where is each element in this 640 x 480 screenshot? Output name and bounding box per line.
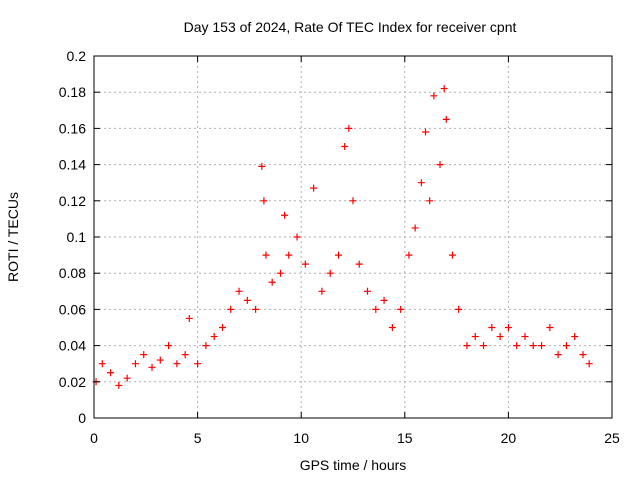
data-point bbox=[488, 324, 496, 331]
y-tick-label: 0.14 bbox=[59, 157, 86, 173]
data-point bbox=[341, 143, 349, 150]
data-point bbox=[529, 342, 537, 350]
data-point bbox=[210, 333, 218, 341]
data-point bbox=[140, 351, 148, 359]
chart-title: Day 153 of 2024, Rate Of TEC Index for r… bbox=[184, 19, 517, 35]
y-tick-label: 0.12 bbox=[59, 193, 86, 209]
data-point bbox=[571, 333, 579, 341]
data-point bbox=[397, 305, 405, 313]
data-point bbox=[430, 92, 438, 100]
x-axis-label: GPS time / hours bbox=[300, 457, 407, 473]
data-point bbox=[310, 184, 318, 192]
data-point bbox=[181, 351, 189, 359]
data-point bbox=[411, 224, 419, 232]
data-point bbox=[165, 342, 173, 350]
data-point bbox=[345, 124, 353, 132]
y-tick-label: 0.02 bbox=[59, 374, 86, 390]
data-point bbox=[148, 363, 156, 371]
y-tick-label: 0.04 bbox=[59, 338, 86, 354]
data-point bbox=[243, 296, 251, 304]
x-tick-label: 0 bbox=[90, 430, 98, 446]
data-point bbox=[422, 128, 430, 136]
x-tick-label: 25 bbox=[604, 430, 620, 446]
data-point bbox=[417, 179, 425, 187]
data-point bbox=[173, 360, 181, 368]
y-tick-label: 0.18 bbox=[59, 84, 86, 100]
data-point bbox=[218, 324, 226, 331]
y-tick-label: 0.2 bbox=[67, 48, 87, 64]
data-point bbox=[448, 251, 456, 259]
data-point bbox=[463, 342, 471, 350]
x-tick-label: 10 bbox=[293, 430, 309, 446]
data-point bbox=[355, 260, 363, 268]
data-point bbox=[471, 333, 479, 341]
data-point bbox=[260, 197, 268, 205]
data-point bbox=[194, 360, 202, 368]
y-axis-label: ROTI / TECUs bbox=[5, 192, 21, 282]
x-axis-ticks: 0 5 10 15 20 25 bbox=[90, 56, 620, 446]
data-point bbox=[440, 85, 448, 93]
data-point bbox=[258, 162, 266, 170]
data-point bbox=[156, 356, 164, 364]
data-point bbox=[281, 211, 289, 219]
data-point bbox=[115, 381, 123, 389]
data-point bbox=[349, 197, 357, 205]
data-point bbox=[318, 287, 326, 295]
data-point bbox=[562, 342, 570, 350]
y-tick-label: 0.06 bbox=[59, 301, 86, 317]
data-point bbox=[202, 342, 210, 350]
y-tick-label: 0.08 bbox=[59, 265, 86, 281]
data-point bbox=[227, 305, 235, 313]
data-point bbox=[364, 287, 372, 295]
y-tick-label: 0 bbox=[78, 410, 86, 426]
data-point bbox=[185, 314, 193, 322]
data-point bbox=[262, 251, 270, 259]
data-point bbox=[521, 333, 529, 341]
data-point bbox=[480, 342, 488, 350]
data-point bbox=[285, 251, 293, 259]
data-point bbox=[436, 161, 444, 169]
data-point bbox=[504, 324, 512, 331]
data-point bbox=[380, 296, 388, 304]
data-point bbox=[268, 278, 276, 286]
data-point bbox=[293, 233, 301, 241]
data-point bbox=[442, 115, 450, 123]
data-point bbox=[123, 374, 131, 382]
y-tick-label: 0.16 bbox=[59, 120, 86, 136]
y-tick-label: 0.1 bbox=[67, 229, 87, 245]
scatter-points bbox=[92, 85, 593, 389]
y-axis-ticks: 0 0.02 0.04 0.06 0.08 0.1 0.12 0.14 0.16 0.18 0.2 bbox=[59, 48, 612, 426]
data-point bbox=[372, 305, 380, 313]
data-point bbox=[496, 333, 504, 341]
data-point bbox=[98, 360, 106, 368]
x-tick-label: 5 bbox=[194, 430, 202, 446]
data-point bbox=[107, 369, 115, 377]
data-point bbox=[513, 342, 521, 350]
data-point bbox=[579, 351, 587, 359]
data-point bbox=[455, 305, 463, 313]
data-point bbox=[252, 305, 260, 313]
grid-lines bbox=[94, 56, 612, 418]
data-point bbox=[326, 269, 334, 277]
data-point bbox=[131, 360, 139, 368]
data-point bbox=[585, 360, 593, 368]
x-tick-label: 15 bbox=[397, 430, 413, 446]
data-point bbox=[554, 351, 562, 359]
data-point bbox=[405, 251, 413, 259]
data-point bbox=[546, 324, 554, 331]
data-point bbox=[301, 260, 309, 268]
data-point bbox=[334, 251, 342, 259]
data-point bbox=[388, 324, 396, 331]
data-point bbox=[235, 287, 243, 295]
data-point bbox=[538, 342, 546, 350]
data-point bbox=[426, 197, 434, 205]
x-tick-label: 20 bbox=[501, 430, 517, 446]
data-point bbox=[276, 269, 284, 277]
